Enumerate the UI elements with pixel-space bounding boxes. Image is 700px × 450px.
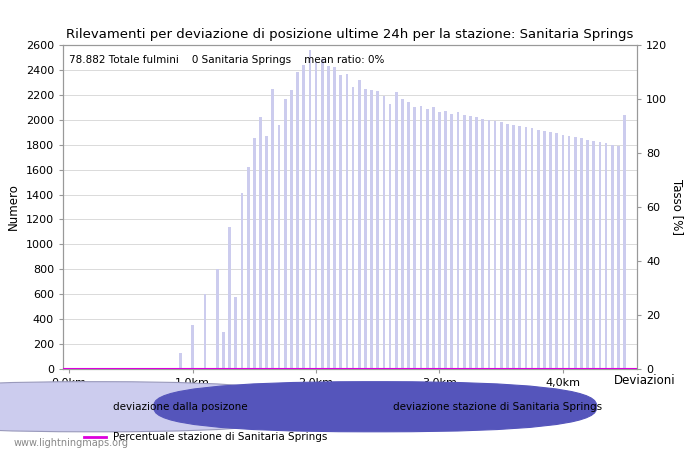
Text: Percentuale stazione di Sanitaria Springs: Percentuale stazione di Sanitaria Spring… xyxy=(113,432,328,442)
Bar xyxy=(222,332,225,369)
Text: Deviazioni: Deviazioni xyxy=(614,374,676,387)
Bar xyxy=(265,136,268,369)
Bar xyxy=(500,122,503,369)
Bar xyxy=(568,136,570,369)
Bar xyxy=(351,87,354,369)
Bar xyxy=(272,89,274,369)
Bar xyxy=(469,116,472,369)
Bar xyxy=(487,120,490,369)
Bar xyxy=(340,75,342,369)
Bar xyxy=(475,117,478,369)
Bar xyxy=(598,142,601,369)
Bar xyxy=(407,102,410,369)
Bar xyxy=(419,106,422,369)
Bar xyxy=(327,66,330,369)
Bar xyxy=(611,145,614,369)
Bar xyxy=(296,72,299,369)
Bar xyxy=(432,107,435,369)
Bar xyxy=(191,325,194,369)
Bar xyxy=(587,140,589,369)
Text: www.lightningmaps.org: www.lightningmaps.org xyxy=(14,438,129,448)
Bar xyxy=(358,80,360,369)
Bar xyxy=(537,130,540,369)
Bar xyxy=(204,294,206,369)
Bar xyxy=(451,113,453,369)
Bar xyxy=(370,90,373,369)
Bar xyxy=(290,90,293,369)
Bar xyxy=(401,99,404,369)
Bar xyxy=(617,146,620,369)
Bar xyxy=(561,135,564,369)
Bar xyxy=(605,144,608,369)
Bar xyxy=(247,167,249,369)
Bar xyxy=(253,139,256,369)
Bar xyxy=(302,65,305,369)
Bar xyxy=(364,89,367,369)
Title: Rilevamenti per deviazione di posizione ultime 24h per la stazione: Sanitaria Sp: Rilevamenti per deviazione di posizione … xyxy=(66,28,634,41)
Bar xyxy=(524,127,527,369)
Bar xyxy=(574,137,577,369)
Bar xyxy=(550,132,552,369)
Bar xyxy=(259,117,262,369)
Bar xyxy=(531,129,533,369)
Bar xyxy=(216,269,218,369)
Bar xyxy=(456,112,459,369)
Bar xyxy=(414,107,416,369)
Bar xyxy=(438,112,441,369)
Bar xyxy=(309,50,312,369)
Bar xyxy=(580,139,583,369)
Bar xyxy=(506,123,509,369)
Bar xyxy=(278,125,281,369)
Y-axis label: Numero: Numero xyxy=(7,184,20,230)
Bar xyxy=(519,126,521,369)
Bar xyxy=(444,111,447,369)
Bar xyxy=(543,131,546,369)
Bar xyxy=(512,125,515,369)
Bar xyxy=(623,115,626,369)
Bar xyxy=(463,115,466,369)
Bar xyxy=(333,68,336,369)
FancyBboxPatch shape xyxy=(154,382,596,432)
Bar xyxy=(592,141,595,369)
Bar xyxy=(389,104,391,369)
Bar xyxy=(555,134,558,369)
Bar xyxy=(284,99,286,369)
Bar xyxy=(234,297,237,369)
Text: deviazione stazione di Sanitaria Springs: deviazione stazione di Sanitaria Springs xyxy=(393,402,603,412)
Bar xyxy=(494,121,496,369)
Bar xyxy=(482,118,484,369)
Bar xyxy=(179,353,181,369)
FancyBboxPatch shape xyxy=(0,382,316,432)
Bar xyxy=(426,108,428,369)
Bar xyxy=(315,63,317,369)
Bar xyxy=(377,91,379,369)
Y-axis label: Tasso [%]: Tasso [%] xyxy=(671,179,684,235)
Bar xyxy=(395,92,398,369)
Bar xyxy=(346,74,349,369)
Bar xyxy=(228,227,231,369)
Bar xyxy=(383,96,385,369)
Text: deviazione dalla posizone: deviazione dalla posizone xyxy=(113,402,248,412)
Text: 78.882 Totale fulmini    0 Sanitaria Springs    mean ratio: 0%: 78.882 Totale fulmini 0 Sanitaria Spring… xyxy=(69,55,384,65)
Bar xyxy=(241,194,244,369)
Bar xyxy=(321,58,323,369)
